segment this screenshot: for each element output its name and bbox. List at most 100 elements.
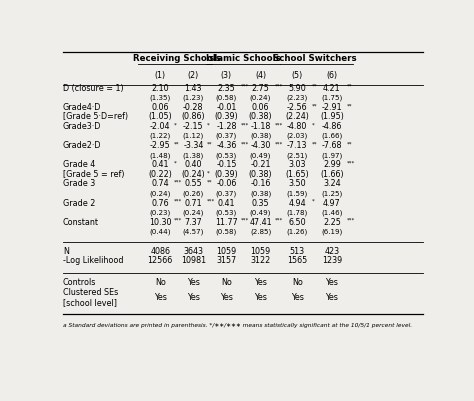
Text: 47.41: 47.41 bbox=[249, 218, 272, 227]
Text: 0.71: 0.71 bbox=[184, 198, 202, 208]
Text: (1.22): (1.22) bbox=[150, 133, 171, 140]
Text: -7.13: -7.13 bbox=[287, 141, 308, 150]
Text: -4.36: -4.36 bbox=[216, 141, 237, 150]
Text: (0.39): (0.39) bbox=[215, 112, 238, 122]
Text: Constant: Constant bbox=[63, 218, 99, 227]
Text: (1.48): (1.48) bbox=[150, 152, 171, 158]
Text: ***: *** bbox=[241, 218, 249, 223]
Text: 2.75: 2.75 bbox=[252, 84, 270, 93]
Text: Grade3·D: Grade3·D bbox=[63, 122, 101, 131]
Text: (0.24): (0.24) bbox=[182, 170, 205, 179]
Text: (2.23): (2.23) bbox=[287, 95, 308, 101]
Text: (1.95): (1.95) bbox=[320, 112, 344, 122]
Text: ***: *** bbox=[275, 122, 283, 127]
Text: (0.53): (0.53) bbox=[216, 209, 237, 216]
Text: -4.80: -4.80 bbox=[287, 122, 308, 131]
Text: -3.34: -3.34 bbox=[183, 141, 203, 150]
Text: [Grade 5 = ref): [Grade 5 = ref) bbox=[63, 170, 124, 179]
Text: Grade2·D: Grade2·D bbox=[63, 141, 101, 150]
Text: -2.15: -2.15 bbox=[183, 122, 204, 131]
Text: D (closure = 1): D (closure = 1) bbox=[63, 84, 124, 93]
Text: Yes: Yes bbox=[325, 293, 338, 302]
Text: -2.91: -2.91 bbox=[321, 103, 342, 112]
Text: (0.49): (0.49) bbox=[250, 152, 271, 158]
Text: -0.21: -0.21 bbox=[250, 160, 271, 169]
Text: (4): (4) bbox=[255, 71, 266, 81]
Text: Controls: Controls bbox=[63, 277, 96, 287]
Text: -4.30: -4.30 bbox=[250, 141, 271, 150]
Text: (1.23): (1.23) bbox=[182, 95, 204, 101]
Text: 1059: 1059 bbox=[250, 247, 271, 256]
Text: (1.05): (1.05) bbox=[148, 112, 172, 122]
Text: (1.35): (1.35) bbox=[150, 95, 171, 101]
Text: 7.37: 7.37 bbox=[184, 218, 202, 227]
Text: *: * bbox=[207, 122, 210, 127]
Text: 1.43: 1.43 bbox=[184, 84, 202, 93]
Text: ***: *** bbox=[174, 199, 182, 204]
Text: (2.85): (2.85) bbox=[250, 229, 271, 235]
Text: (0.24): (0.24) bbox=[182, 209, 204, 216]
Text: **: ** bbox=[312, 141, 318, 146]
Text: (0.23): (0.23) bbox=[150, 209, 171, 216]
Text: 4.94: 4.94 bbox=[289, 198, 306, 208]
Text: 6.50: 6.50 bbox=[289, 218, 306, 227]
Text: (1.38): (1.38) bbox=[182, 152, 204, 158]
Text: **: ** bbox=[207, 141, 212, 146]
Text: 2.99: 2.99 bbox=[323, 160, 341, 169]
Text: **: ** bbox=[312, 84, 318, 89]
Text: (6.19): (6.19) bbox=[321, 229, 342, 235]
Text: 0.40: 0.40 bbox=[184, 160, 202, 169]
Text: (1.97): (1.97) bbox=[321, 152, 342, 158]
Text: 513: 513 bbox=[290, 247, 305, 256]
Text: 1565: 1565 bbox=[287, 256, 308, 265]
Text: *: * bbox=[207, 170, 210, 175]
Text: 3.50: 3.50 bbox=[289, 180, 306, 188]
Text: ***: *** bbox=[346, 160, 355, 166]
Text: (1.65): (1.65) bbox=[285, 170, 309, 179]
Text: 423: 423 bbox=[324, 247, 339, 256]
Text: 4.21: 4.21 bbox=[323, 84, 341, 93]
Text: 3157: 3157 bbox=[216, 256, 237, 265]
Text: *: * bbox=[312, 122, 315, 127]
Text: Islamic Schools: Islamic Schools bbox=[206, 55, 281, 63]
Text: 0.41: 0.41 bbox=[152, 160, 169, 169]
Text: Yes: Yes bbox=[254, 293, 267, 302]
Text: (1): (1) bbox=[155, 71, 166, 81]
Text: (0.24): (0.24) bbox=[250, 95, 271, 101]
Text: (2.03): (2.03) bbox=[287, 133, 308, 140]
Text: (0.58): (0.58) bbox=[216, 95, 237, 101]
Text: (0.38): (0.38) bbox=[249, 112, 273, 122]
Text: 3.24: 3.24 bbox=[323, 180, 341, 188]
Text: (0.38): (0.38) bbox=[250, 133, 271, 140]
Text: 3643: 3643 bbox=[183, 247, 203, 256]
Text: School Switchers: School Switchers bbox=[273, 55, 356, 63]
Text: (1.59): (1.59) bbox=[287, 190, 308, 197]
Text: ***: *** bbox=[241, 122, 249, 127]
Text: 10981: 10981 bbox=[181, 256, 206, 265]
Text: *: * bbox=[312, 199, 315, 204]
Text: -4.86: -4.86 bbox=[322, 122, 342, 131]
Text: *: * bbox=[174, 160, 177, 166]
Text: Yes: Yes bbox=[154, 293, 167, 302]
Text: Grade 4: Grade 4 bbox=[63, 160, 95, 169]
Text: Yes: Yes bbox=[325, 277, 338, 287]
Text: -2.04: -2.04 bbox=[150, 122, 171, 131]
Text: -2.56: -2.56 bbox=[287, 103, 308, 112]
Text: Grade4·D: Grade4·D bbox=[63, 103, 101, 112]
Text: (0.53): (0.53) bbox=[216, 152, 237, 158]
Text: (0.38): (0.38) bbox=[249, 170, 273, 179]
Text: ***: *** bbox=[275, 141, 283, 146]
Text: (0.26): (0.26) bbox=[182, 190, 204, 197]
Text: (0.49): (0.49) bbox=[250, 209, 271, 216]
Text: (1.12): (1.12) bbox=[182, 133, 204, 140]
Text: **: ** bbox=[312, 103, 318, 108]
Text: ***: *** bbox=[174, 180, 182, 184]
Text: (1.25): (1.25) bbox=[321, 190, 342, 197]
Text: Yes: Yes bbox=[220, 293, 233, 302]
Text: Grade 2: Grade 2 bbox=[63, 198, 95, 208]
Text: 0.76: 0.76 bbox=[152, 198, 169, 208]
Text: No: No bbox=[221, 277, 232, 287]
Text: (0.38): (0.38) bbox=[250, 190, 271, 197]
Text: ***: *** bbox=[241, 84, 249, 89]
Text: 2.10: 2.10 bbox=[152, 84, 169, 93]
